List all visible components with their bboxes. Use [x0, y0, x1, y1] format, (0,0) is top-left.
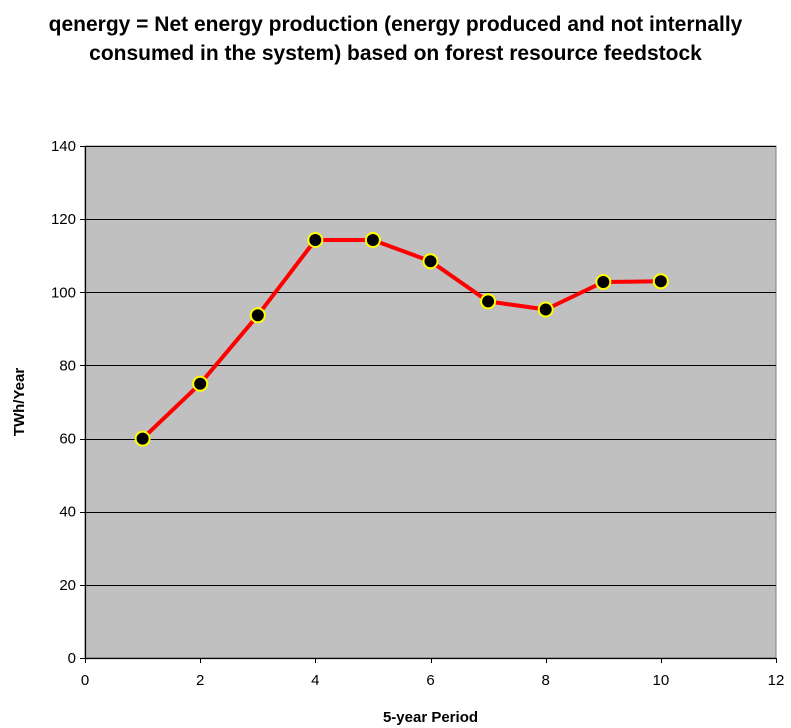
axes: [80, 146, 777, 663]
y-tick-label: 40: [59, 504, 76, 521]
data-point: [134, 430, 151, 447]
x-tick-label: 6: [426, 672, 434, 689]
data-point: [480, 293, 497, 310]
x-tick-label: 12: [768, 672, 785, 689]
y-tick-label: 140: [51, 138, 76, 155]
y-tick-label: 100: [51, 284, 76, 301]
y-tick-label: 20: [59, 577, 76, 594]
data-point: [652, 273, 669, 290]
x-tick-label: 0: [81, 672, 89, 689]
y-tick-label: 120: [51, 211, 76, 228]
data-point: [307, 232, 324, 248]
data-point: [595, 274, 612, 290]
tick-labels: 0 20 40 60 80 100 120 140 0 2 4 6 8 10 12: [51, 138, 784, 689]
series-layer: [134, 232, 669, 447]
y-tick-label: 0: [68, 650, 76, 667]
grid-lines: [85, 146, 776, 586]
x-tick-label: 8: [541, 672, 549, 689]
x-tick-label: 2: [196, 672, 204, 689]
data-point: [537, 301, 554, 318]
data-point: [249, 307, 266, 324]
chart-title: qenergy = Net energy production (energy …: [48, 13, 743, 65]
data-point: [364, 232, 381, 248]
x-tick-label: 4: [311, 672, 319, 689]
x-tick-label: 10: [652, 672, 669, 689]
y-axis-title: TWh/Year: [11, 368, 28, 437]
data-point: [192, 375, 209, 392]
plot-area: [84, 145, 777, 659]
series-line-0: [140, 238, 663, 441]
y-tick-label: 80: [59, 357, 76, 374]
x-axis-title: 5-year Period: [383, 709, 478, 726]
y-tick-label: 60: [59, 431, 76, 448]
data-point: [422, 253, 439, 270]
